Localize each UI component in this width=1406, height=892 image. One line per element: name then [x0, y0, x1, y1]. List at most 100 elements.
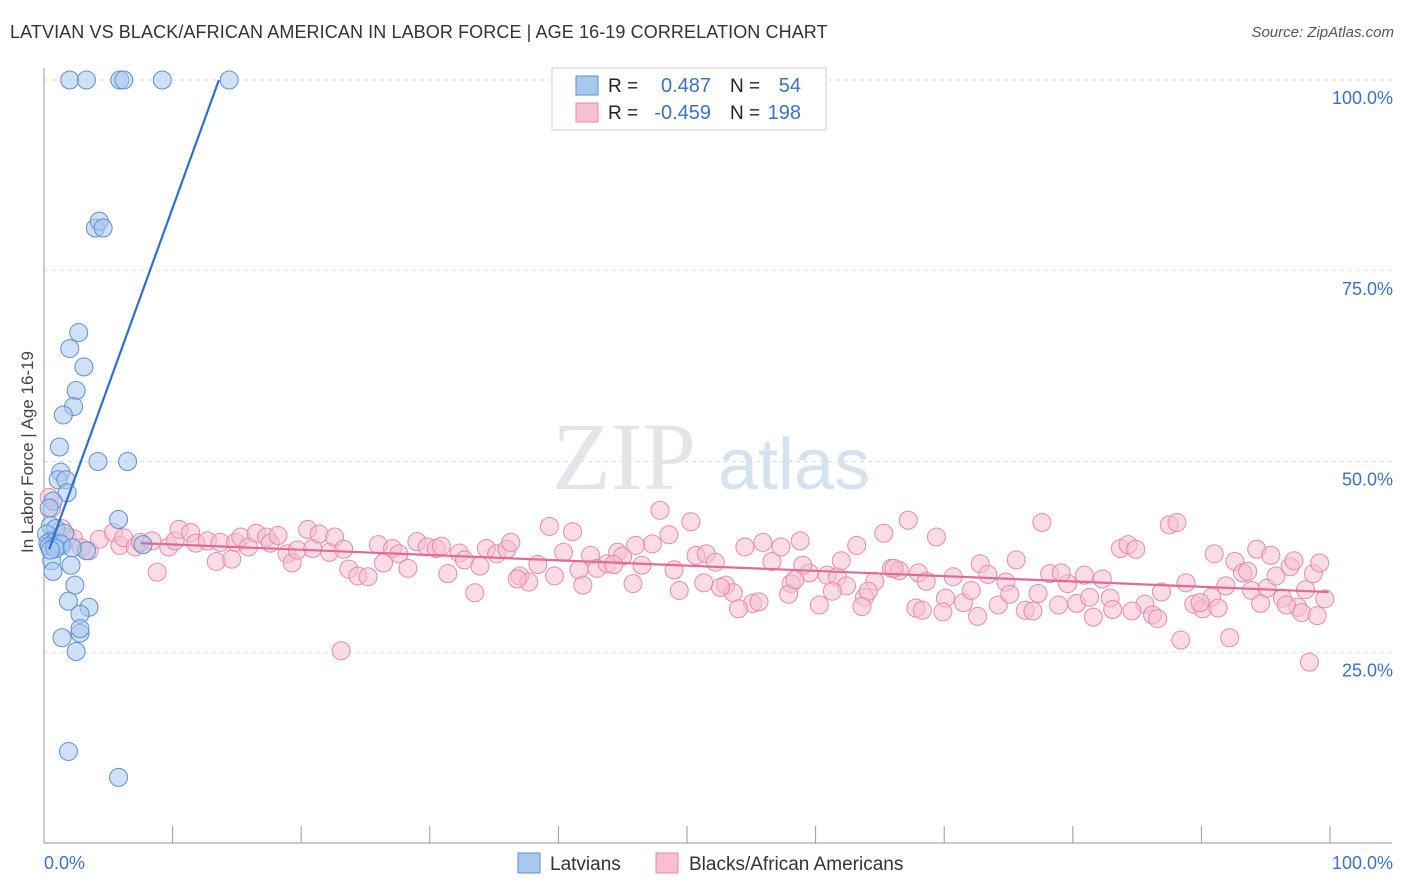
black-point	[1171, 630, 1191, 650]
latvian-point	[43, 561, 63, 581]
black-point	[753, 532, 773, 552]
y-tick-label: 75.0%	[1342, 279, 1393, 299]
watermark-atlas: atlas	[718, 425, 870, 505]
black-point	[431, 536, 451, 556]
black-point	[642, 534, 662, 554]
black-point	[1122, 601, 1142, 621]
trend-lines	[48, 79, 1329, 594]
black-point	[790, 531, 810, 551]
latvian-point	[52, 628, 72, 648]
black-point	[650, 500, 670, 520]
black-point	[623, 574, 643, 594]
x-tick-label-max: 100.0%	[1332, 853, 1393, 873]
latvian-point	[114, 70, 134, 90]
stats-n-value-latvian: 54	[779, 75, 801, 97]
black-point	[1261, 545, 1281, 565]
black-point	[1006, 550, 1026, 570]
y-tick-label: 25.0%	[1342, 660, 1393, 680]
stats-r-label-black: R =	[608, 103, 638, 124]
black-point	[465, 583, 485, 603]
black-point	[1315, 589, 1335, 609]
grid-lines	[44, 79, 1392, 653]
black-point	[762, 551, 782, 571]
black-point	[664, 560, 684, 580]
latvian-point	[69, 323, 89, 343]
black-point	[501, 532, 521, 552]
black-point	[659, 525, 679, 545]
black-point	[1080, 587, 1100, 607]
stats-n-label-latvian: N =	[730, 76, 760, 97]
black-point	[1103, 600, 1123, 620]
black-point	[822, 581, 842, 601]
latvian-point	[60, 339, 80, 359]
stats-n-label-black: N =	[730, 103, 760, 124]
stats-swatch-latvian	[575, 75, 599, 96]
black-point	[358, 567, 378, 587]
black-point	[309, 524, 329, 544]
legend-swatch-black[interactable]	[655, 852, 679, 874]
black-point	[728, 599, 748, 619]
black-point	[735, 537, 755, 557]
legend: Latvians Blacks/African Americans	[517, 852, 903, 875]
stats-r-label-latvian: R =	[608, 76, 638, 97]
latvian-point	[133, 535, 153, 555]
latvian-point	[61, 555, 81, 575]
black-point	[785, 570, 805, 590]
latvian-point	[60, 70, 80, 90]
black-point	[1204, 544, 1224, 564]
latvian-point	[62, 538, 82, 558]
latvian-point	[53, 405, 73, 425]
black-point	[222, 549, 242, 569]
stats-r-value-latvian: 0.487	[661, 75, 711, 97]
latvian-point	[49, 437, 69, 457]
latvian-point	[93, 218, 113, 238]
black-point	[898, 510, 918, 530]
black-point	[1083, 607, 1103, 627]
latvian-point	[40, 540, 60, 560]
black-point	[554, 542, 574, 562]
black-point	[626, 535, 646, 555]
black-point	[968, 606, 988, 626]
black-point	[470, 556, 490, 576]
black-point	[1152, 582, 1172, 602]
black-point	[852, 596, 872, 616]
latvian-point	[219, 70, 239, 90]
latvian-point	[39, 498, 59, 518]
black-point	[604, 555, 624, 575]
black-point	[1307, 606, 1327, 626]
black-point	[334, 539, 354, 559]
latvian-point	[58, 741, 78, 761]
stats-n-value-black: 198	[768, 102, 801, 124]
black-point	[705, 552, 725, 572]
black-point	[831, 551, 851, 571]
black-point	[632, 555, 652, 575]
latvian-point	[65, 575, 85, 595]
black-point	[1310, 553, 1330, 573]
black-point	[694, 573, 714, 593]
x-tick-label-min: 0.0%	[44, 853, 85, 873]
black-point	[1074, 565, 1094, 585]
chart-source: Source: ZipAtlas.com	[1251, 24, 1394, 41]
black-point	[331, 641, 351, 661]
legend-swatch-latvians[interactable]	[517, 852, 541, 874]
legend-label-latvians[interactable]: Latvians	[550, 854, 621, 875]
latvian-point	[70, 619, 90, 639]
black-point	[268, 526, 288, 546]
y-tick-label: 100.0%	[1332, 88, 1393, 108]
latvian-trend-line	[48, 79, 220, 550]
black-point	[545, 566, 565, 586]
black-point	[438, 564, 458, 584]
black-point	[1051, 563, 1071, 583]
black-point	[1284, 551, 1304, 571]
black-point	[1208, 598, 1228, 618]
black-point	[874, 523, 894, 543]
black-point	[961, 580, 981, 600]
black-point	[926, 527, 946, 547]
black-point	[749, 592, 769, 612]
axes	[43, 68, 1392, 844]
latvian-point	[58, 591, 78, 611]
black-point	[539, 516, 559, 536]
black-point	[933, 602, 953, 622]
legend-label-black[interactable]: Blacks/African Americans	[689, 854, 903, 875]
